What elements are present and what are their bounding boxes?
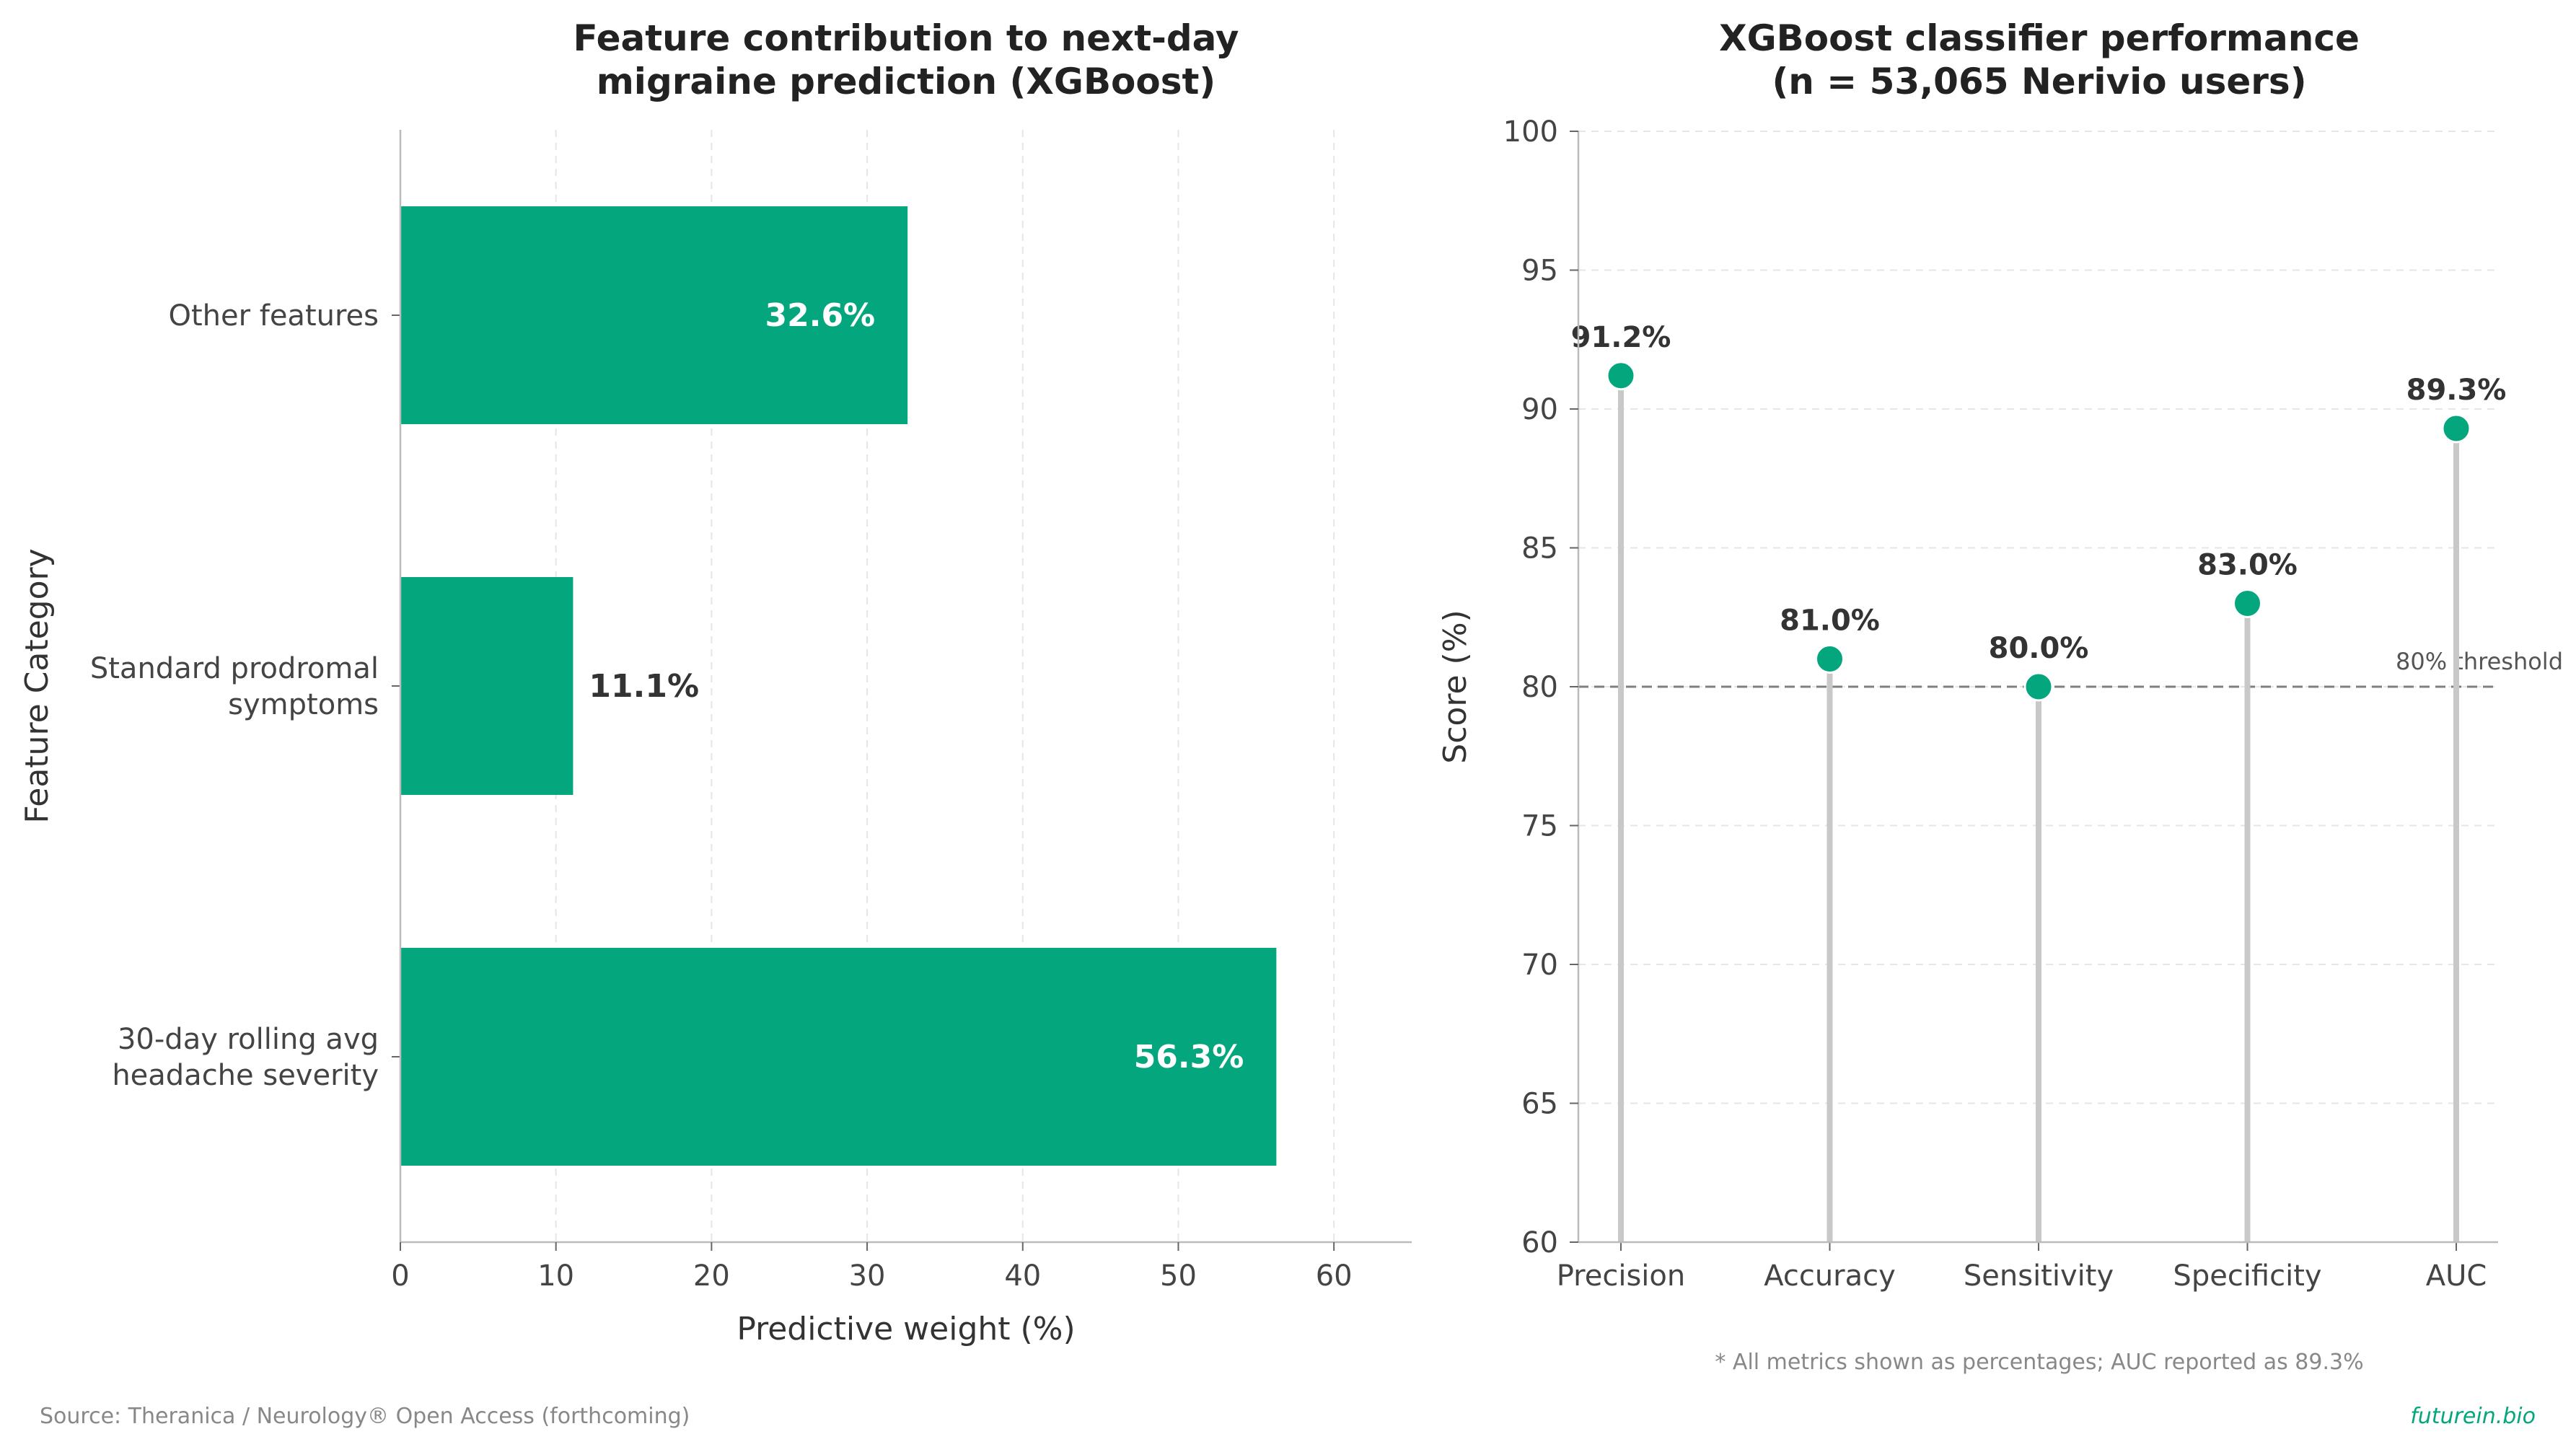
point-value-label: 83.0% — [2197, 549, 2298, 582]
bar-value-label: 11.1% — [589, 668, 699, 705]
bar-value-label: 56.3% — [1134, 1039, 1244, 1076]
x-tick-label: 20 — [693, 1259, 730, 1293]
data-point — [2441, 413, 2471, 444]
x-tick-label: Sensitivity — [1964, 1259, 2114, 1293]
y-tick-label: Standard prodromal symptoms — [90, 652, 379, 721]
point-value-label: 89.3% — [2406, 374, 2507, 407]
y-tick-label: 90 — [1521, 393, 1558, 426]
footnote: * All metrics shown as percentages; AUC … — [1715, 1350, 2363, 1375]
y-tick-label: 85 — [1521, 532, 1558, 566]
x-tick-label: Specificity — [2173, 1259, 2321, 1293]
x-axis-label: Predictive weight (%) — [737, 1311, 1075, 1347]
threshold-label: 80% threshold — [2396, 648, 2563, 675]
x-tick-label: Accuracy — [1764, 1259, 1896, 1293]
data-point — [1815, 644, 1845, 674]
x-tick-label: 50 — [1160, 1259, 1197, 1293]
point-value-label: 91.2% — [1571, 321, 1671, 354]
bar — [400, 206, 908, 424]
x-tick-label: Precision — [1557, 1259, 1685, 1293]
y-tick-label: 65 — [1521, 1088, 1558, 1121]
bar — [400, 577, 573, 795]
x-tick-label: 40 — [1004, 1259, 1041, 1293]
point-value-label: 80.0% — [1989, 632, 2089, 665]
x-tick-label: 10 — [537, 1259, 574, 1293]
x-tick-label: 60 — [1316, 1259, 1353, 1293]
chart-title: Feature contribution to next-day migraine… — [573, 17, 1239, 102]
data-point — [1606, 361, 1636, 391]
y-tick-label: Other features — [168, 299, 379, 333]
bar — [400, 948, 1277, 1166]
y-tick-label: 100 — [1503, 115, 1558, 149]
x-tick-label: 0 — [391, 1259, 409, 1293]
chart-title: XGBoost classifier performance (n = 53,06… — [1719, 17, 2360, 102]
y-tick-label: 70 — [1521, 949, 1558, 982]
feature-contribution-chart: 32.6% Other features 11.1% Standard prodrom… — [19, 17, 1412, 1347]
y-tick-label: 30-day rolling avg headache severity — [112, 1023, 379, 1092]
data-point — [2233, 589, 2262, 618]
brand-watermark: futurein.bio — [2410, 1404, 2536, 1429]
x-tick-label: AUC — [2426, 1259, 2487, 1293]
classifier-performance-chart: 80% threshold 91.2% Precision 81.0% Accuracy… — [1437, 17, 2563, 1293]
y-axis-label: Feature Category — [19, 548, 56, 823]
y-tick-label: 80 — [1521, 671, 1558, 704]
point-value-label: 81.0% — [1780, 604, 1880, 638]
x-tick-label: 30 — [849, 1259, 886, 1293]
data-point — [2023, 672, 2054, 702]
y-tick-label: 60 — [1521, 1226, 1558, 1259]
source-note: Source: Theranica / Neurology® Open Acce… — [40, 1404, 690, 1429]
y-tick-label: 95 — [1521, 255, 1558, 288]
y-axis-label: Score (%) — [1437, 610, 1474, 763]
y-tick-label: 75 — [1521, 810, 1558, 843]
bar-value-label: 32.6% — [765, 297, 876, 334]
